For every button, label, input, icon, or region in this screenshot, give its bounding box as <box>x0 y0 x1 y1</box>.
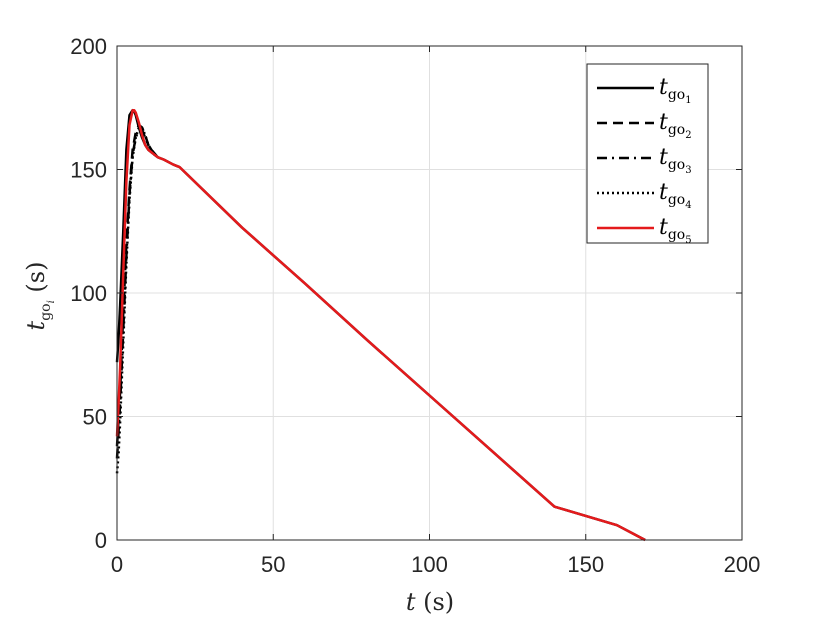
y-tick-label: 0 <box>95 528 107 553</box>
x-tick-label: 100 <box>411 552 448 577</box>
x-axis-label: t (s) <box>406 588 454 616</box>
y-tick-label: 100 <box>70 281 107 306</box>
legend-label-2: tgo2 <box>659 110 692 141</box>
series-line-5 <box>115 108 646 542</box>
legend-label-4: tgo4 <box>659 180 692 211</box>
series-line-4 <box>115 126 159 474</box>
y-tick-label: 200 <box>70 34 107 59</box>
legend-label-1: tgo1 <box>659 75 692 106</box>
y-tick-label: 50 <box>83 405 107 430</box>
series-lines <box>115 108 646 542</box>
legend: tgo1 tgo2 tgo3 tgo4 tgo5 <box>586 63 709 246</box>
legend-box <box>586 63 709 244</box>
legend-label-5: tgo5 <box>659 215 692 246</box>
x-tick-label: 150 <box>567 552 604 577</box>
legend-label-3: tgo3 <box>659 145 692 176</box>
x-tick-label: 0 <box>111 552 123 577</box>
y-axis-label: tgoi (s) <box>22 262 57 331</box>
axis-ticks: 0 50 100 150 200 0 50 100 150 200 <box>70 34 760 577</box>
x-tick-label: 200 <box>724 552 761 577</box>
y-tick-label: 150 <box>70 158 107 183</box>
x-tick-label: 50 <box>261 552 285 577</box>
